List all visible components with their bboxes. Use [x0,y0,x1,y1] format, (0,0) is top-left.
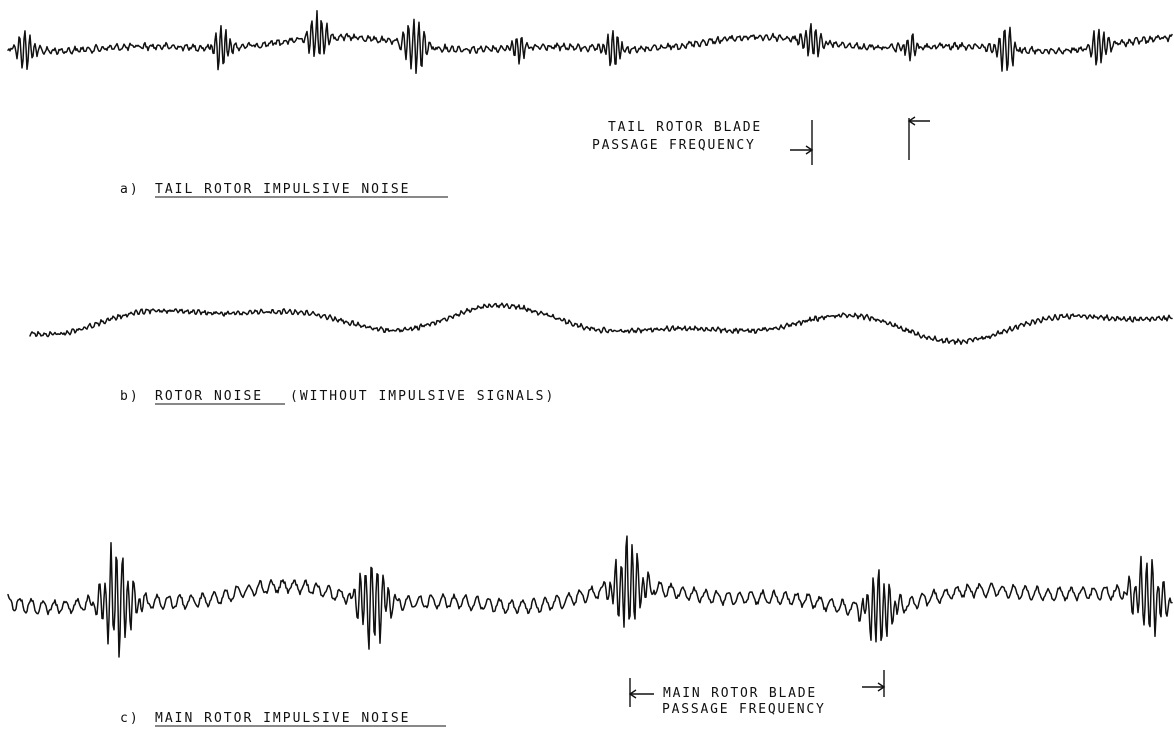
caption-c-title: MAIN ROTOR IMPULSIVE NOISE [155,711,411,726]
panel-b: b) ROTOR NOISE (WITHOUT IMPULSIVE SIGNAL… [29,302,1173,405]
caption-c-letter: c) [120,711,140,726]
annotation-c-line1: MAIN ROTOR BLADE [663,686,817,701]
caption-a-title: TAIL ROTOR IMPULSIVE NOISE [155,182,411,197]
annotation-a-line2: PASSAGE FREQUENCY [592,138,756,153]
arrowhead-right [877,682,886,692]
arrowhead-right [907,116,916,126]
main-rotor-period-marker [628,670,886,707]
panel-c: MAIN ROTOR BLADE PASSAGE FREQUENCY c) MA… [7,535,1173,727]
caption-b-extra: (WITHOUT IMPULSIVE SIGNALS) [290,389,555,404]
main-rotor-waveform [7,535,1173,658]
tail-rotor-period-marker [790,116,930,165]
rotor-noise-waveform [29,302,1173,346]
caption-b-title: ROTOR NOISE [155,389,263,404]
annotation-a-line1: TAIL ROTOR BLADE [608,120,762,135]
caption-b-letter: b) [120,389,140,404]
caption-a-letter: a) [120,182,140,197]
panel-a: TAIL ROTOR BLADE PASSAGE FREQUENCY a) TA… [7,10,1173,198]
arrowhead-left [628,689,637,699]
arrowhead-left [805,145,814,155]
tail-rotor-waveform [7,10,1173,75]
annotation-c-line2: PASSAGE FREQUENCY [662,702,826,717]
